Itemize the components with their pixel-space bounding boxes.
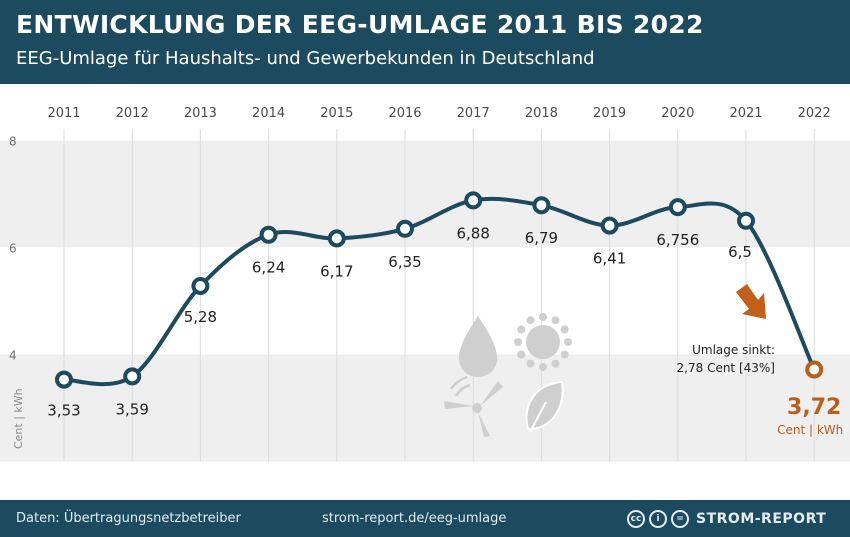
energy-icons-group [444,313,572,437]
data-point-2017 [464,191,483,210]
data-point-2012 [123,367,142,386]
sun-ray [526,359,535,368]
turbine-blade [444,401,474,409]
license-block: cc i = STROM-REPORT [627,508,826,530]
x-tick-label-2022: 2022 [798,106,831,121]
creative-commons-icon: cc [627,510,645,528]
x-tick-label-2012: 2012 [116,106,149,121]
sun-core [526,325,560,359]
series-line [63,196,817,387]
x-tick-label-2011: 2011 [47,106,80,121]
data-label-2014: 6,24 [252,259,285,277]
no-derivatives-icon: = [671,510,689,528]
data-point-2011 [55,370,73,389]
turbine-arc [454,383,471,397]
data-point-2020 [668,198,687,217]
sun-ray [517,325,526,334]
turbine-hub [472,403,482,413]
sun-ray [551,316,560,325]
sun-ray [539,363,547,371]
sun-ray [539,313,547,321]
data-label-2011: 3,53 [47,402,80,420]
sun-ray [514,338,522,346]
attribution-icon: i [649,510,667,528]
y-axis-label: Cent | kWh [12,388,25,449]
down-arrow-icon [736,284,766,319]
data-point-2018 [532,196,551,215]
y-tick-label-8: 8 [9,135,17,149]
highlight-unit-2022: Cent | kWh [777,423,843,437]
band-2-4 [0,354,850,462]
x-tick-label-2017: 2017 [457,106,490,121]
x-tick-label-2015: 2015 [320,106,353,121]
header-banner: ENTWICKLUNG DER EEG-UMLAGE 2011 BIS 2022… [0,0,850,84]
annotation-line1: Umlage sinkt: [692,343,775,357]
data-label-2021: 6,5 [728,243,752,261]
sun-ray [517,350,526,359]
x-tick-label-2013: 2013 [184,106,217,121]
turbine-blade [478,412,490,437]
data-point-2014 [259,225,278,244]
turbine-blade [480,381,503,406]
x-tick-label-2020: 2020 [661,106,694,121]
data-point-2021 [737,211,755,230]
y-tick-label-6: 6 [9,242,17,256]
sun-ray [551,359,560,368]
sun-ray [560,325,569,334]
data-label-2017: 6,88 [456,224,489,242]
turbine-arc [449,375,468,390]
chart-subtitle: EEG-Umlage für Haushalts- und Gewerbekun… [16,48,595,69]
leaf-icon [525,380,564,433]
band-6-8 [0,140,850,248]
water-drop-icon [459,316,497,377]
brand-logo: STROM-REPORT [696,511,827,527]
sun-ray [564,338,572,346]
data-label-2016: 6,35 [388,253,421,271]
data-point-2019 [600,216,619,235]
data-point-2013 [191,277,210,295]
data-label-2015: 6,17 [320,262,353,280]
source-link[interactable]: strom-report.de/eeg-umlage [322,511,507,526]
x-tick-label-2021: 2021 [729,106,762,121]
line-chart: 2011 2012 2013 2014 2015 2016 2017 2018 2019 2020… [0,106,850,462]
sun-ray [526,316,535,325]
annotation-line2: 2,78 Cent [43%] [677,361,775,375]
y-tick-label-4: 4 [9,349,17,363]
footer-bar: Daten: Übertragungsnetzbetreiber strom-r… [0,500,850,537]
chart-title: ENTWICKLUNG DER EEG-UMLAGE 2011 BIS 2022 [16,10,704,39]
data-label-2018: 6,79 [525,229,558,247]
highlight-value-2022: 3,72 [787,395,841,420]
data-source: Daten: Übertragungsnetzbetreiber [16,511,241,526]
x-tick-label-2019: 2019 [593,106,626,121]
data-label-2012: 3,59 [115,400,148,418]
x-tick-label-2016: 2016 [388,106,421,121]
data-label-2020: 6,756 [656,231,699,249]
sun-ray [560,350,569,359]
x-tick-label-2018: 2018 [525,106,558,121]
data-point-2015 [327,229,346,248]
sun-icon [514,313,572,371]
wind-turbine-icon [444,375,503,437]
data-point-2016 [396,219,414,238]
x-tick-label-2014: 2014 [252,106,285,121]
data-label-2019: 6,41 [593,250,626,268]
data-label-2013: 5,28 [184,308,217,326]
data-point-2022 [805,360,824,379]
